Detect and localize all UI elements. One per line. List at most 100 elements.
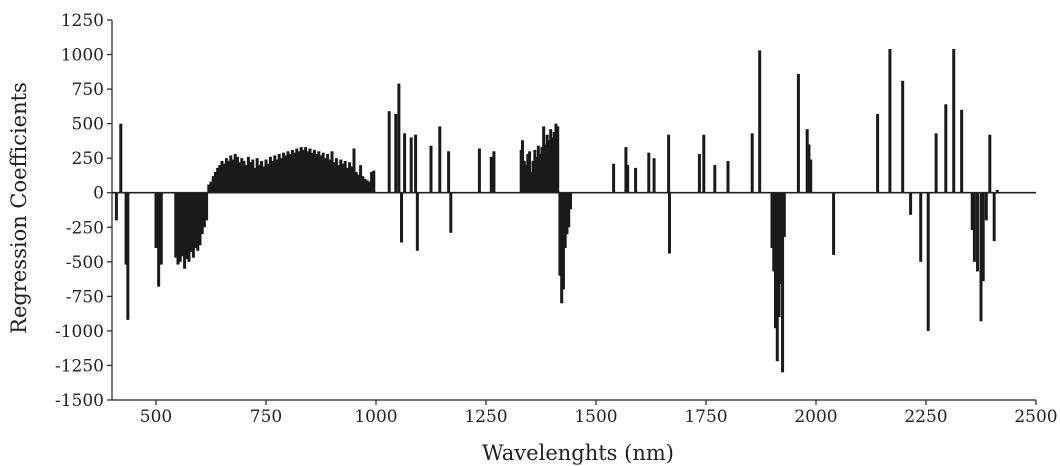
bar: [159, 192, 163, 265]
bar: [397, 83, 401, 193]
bar: [547, 140, 551, 193]
bar: [796, 73, 800, 193]
bar: [213, 172, 217, 193]
bar: [235, 156, 239, 193]
bar-series: [114, 49, 999, 373]
bar: [565, 192, 569, 235]
bar: [984, 192, 988, 221]
bar: [934, 133, 938, 193]
bar: [560, 192, 564, 304]
bar: [713, 165, 717, 193]
bar: [293, 152, 297, 193]
bar: [273, 155, 277, 193]
bar: [194, 192, 198, 248]
bar: [319, 155, 323, 193]
y-tick-label: -1500: [55, 391, 104, 411]
bar: [341, 163, 345, 193]
bar: [198, 192, 202, 246]
bar: [337, 165, 341, 193]
bar: [526, 154, 530, 193]
bar: [626, 165, 630, 193]
bar: [697, 154, 701, 193]
bar: [299, 147, 303, 193]
bar: [328, 159, 332, 193]
bar: [209, 181, 213, 193]
bar: [774, 192, 778, 329]
bar: [227, 160, 231, 193]
bar: [268, 156, 272, 193]
bar: [549, 129, 553, 193]
bar: [330, 151, 334, 193]
bar: [805, 129, 809, 193]
bar: [339, 159, 343, 193]
bar: [779, 192, 783, 284]
bar: [257, 165, 261, 193]
bar: [550, 137, 554, 193]
bar: [361, 176, 365, 193]
bar: [290, 149, 294, 193]
bar: [702, 134, 706, 193]
bar: [255, 158, 259, 193]
bar: [157, 192, 161, 287]
bar: [521, 140, 525, 193]
bar: [187, 192, 191, 262]
bar: [438, 126, 442, 193]
bar: [282, 152, 286, 193]
y-tick-label: -250: [66, 218, 104, 238]
bar: [189, 192, 193, 253]
bar: [809, 159, 813, 193]
bar: [540, 147, 544, 193]
bar: [359, 165, 363, 193]
bar: [782, 192, 786, 237]
bar: [222, 163, 226, 193]
bar: [561, 192, 565, 290]
bar: [568, 192, 572, 210]
bar: [114, 192, 118, 221]
bar: [370, 172, 374, 193]
bar: [777, 192, 781, 318]
bar: [552, 131, 556, 193]
bar: [308, 148, 312, 193]
y-tick-label: 0: [93, 184, 104, 204]
bar: [919, 192, 923, 262]
bar: [634, 167, 638, 193]
bar: [667, 192, 671, 254]
y-tick-label: 500: [72, 115, 104, 135]
y-tick-label: -500: [66, 253, 104, 273]
bar: [286, 151, 290, 193]
bar: [988, 134, 992, 193]
bar: [563, 192, 567, 248]
bar: [249, 162, 253, 193]
bar: [334, 158, 338, 193]
bar: [224, 158, 228, 193]
y-tick-label: -750: [66, 287, 104, 307]
bar: [310, 152, 314, 193]
bar: [960, 109, 964, 193]
bar: [372, 170, 376, 193]
bar: [354, 172, 358, 193]
bar: [992, 192, 996, 242]
bar: [536, 145, 540, 193]
bar: [323, 158, 327, 193]
bar: [394, 113, 398, 193]
bar: [979, 192, 983, 322]
x-tick-label: 500: [140, 407, 172, 427]
y-tick-label: 750: [72, 80, 104, 100]
bar: [306, 151, 310, 193]
bar: [415, 192, 419, 251]
bar: [726, 160, 730, 193]
bar: [772, 192, 776, 272]
bar: [154, 192, 158, 248]
bar: [178, 192, 182, 262]
y-axis-title: Regression Coefficients: [7, 82, 31, 334]
bar: [348, 162, 352, 193]
y-tick-label: 1000: [61, 46, 104, 66]
bar: [119, 123, 123, 193]
bar: [238, 162, 242, 193]
bar: [775, 192, 779, 362]
bar: [260, 160, 264, 193]
bar: [612, 163, 616, 193]
bar: [750, 133, 754, 193]
bar: [191, 192, 195, 258]
